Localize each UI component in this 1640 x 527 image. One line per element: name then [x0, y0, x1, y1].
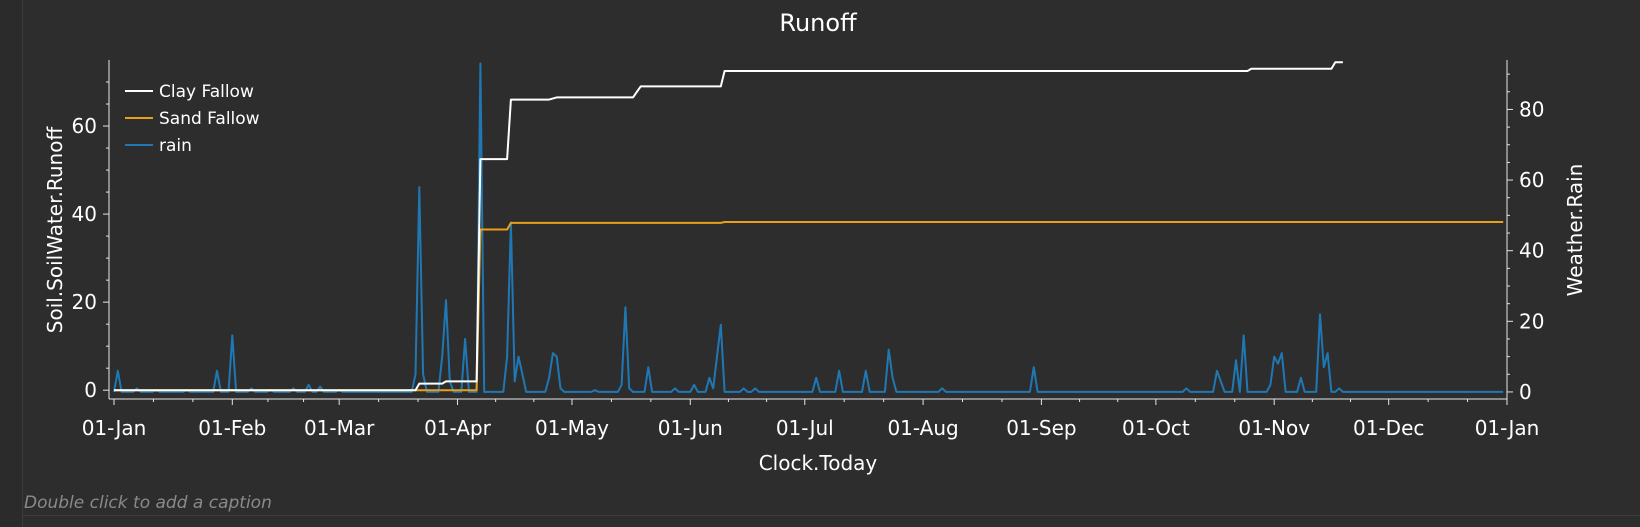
x-tick-label: 01-Jan: [82, 416, 147, 440]
chart-title: Runoff: [779, 9, 857, 37]
y-right-tick-label: 40: [1519, 239, 1544, 263]
legend-label: Clay Fallow: [159, 82, 254, 102]
x-tick-label: 01-Jan: [1475, 416, 1540, 440]
x-tick-label: 01-Jul: [776, 416, 834, 440]
runoff-chart[interactable]: 01-Jan 01-Feb 01-Mar 01-Apr 01-May 01-Jun 01-J…: [0, 0, 1640, 490]
y-left-tick-label: 0: [84, 378, 97, 402]
y-right-tick-label: 20: [1519, 309, 1544, 333]
series-line-clay-fallow: [114, 61, 1343, 392]
x-tick-label: 01-May: [535, 416, 609, 440]
y-right-tick-label: 60: [1519, 168, 1544, 192]
y-left-tick-label: 40: [72, 202, 97, 226]
plot-area: [113, 61, 1504, 393]
series-line-sand-fallow: [114, 221, 1504, 392]
x-tick-label: 01-Apr: [424, 416, 492, 440]
y-left-tick-label: 20: [72, 290, 97, 314]
y-left-tick-label: 60: [72, 114, 97, 138]
x-tick-label: 01-Nov: [1238, 416, 1310, 440]
legend-label: Sand Fallow: [159, 109, 260, 129]
x-tick-label: 01-Dec: [1353, 416, 1424, 440]
y-right-tick-label: 80: [1519, 97, 1544, 121]
x-tick-label: 01-Mar: [304, 416, 375, 440]
x-tick-label: 01-Aug: [887, 416, 958, 440]
y-axis-right-title: Weather.Rain: [1563, 164, 1587, 297]
x-tick-label: 01-Jun: [658, 416, 723, 440]
legend-label: rain: [159, 136, 192, 156]
left-panel-edge: [0, 0, 23, 527]
caption-placeholder[interactable]: Double click to add a caption: [24, 493, 272, 513]
x-axis-title: Clock.Today: [759, 451, 878, 475]
x-tick-label: 01-Oct: [1122, 416, 1190, 440]
series-line-rain: [113, 62, 1504, 393]
bottom-divider: [22, 515, 1640, 516]
y-axis-left-title: Soil.SoilWater.Runoff: [43, 126, 67, 334]
x-tick-label: 01-Sep: [1006, 416, 1076, 440]
axes: 01-Jan 01-Feb 01-Mar 01-Apr 01-May 01-Jun 01-J…: [72, 60, 1544, 440]
x-tick-label: 01-Feb: [198, 416, 266, 440]
y-right-tick-label: 0: [1519, 380, 1532, 404]
legend: Clay Fallow Sand Fallow rain: [125, 82, 260, 156]
